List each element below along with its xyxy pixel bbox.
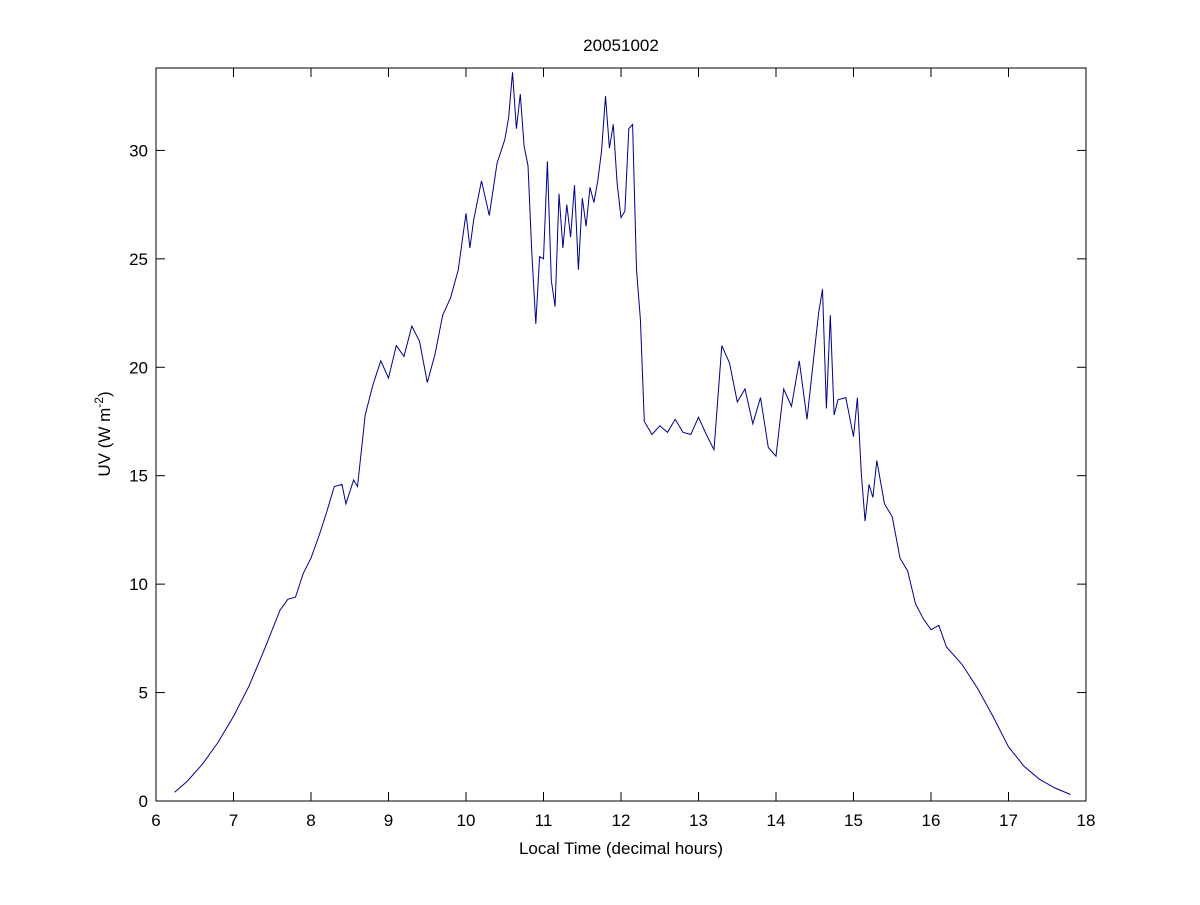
plot-area [155, 67, 1087, 802]
y-tick-label: 25 [129, 250, 148, 269]
x-tick-label: 7 [229, 811, 238, 830]
y-axis-label: UV (W m-2) [92, 391, 114, 476]
x-axis-label: Local Time (decimal hours) [519, 839, 723, 858]
y-axis-label-superscript: -2 [92, 397, 106, 408]
x-tick-label: 15 [844, 811, 863, 830]
axis-ticks: 6 7 8 9 10 11 12 13 14 15 16 17 18 0 5 10 15 20 25 30 [129, 68, 1095, 830]
x-tick-label: 10 [457, 811, 476, 830]
y-tick-label: 10 [129, 575, 148, 594]
x-tick-label: 17 [999, 811, 1018, 830]
y-axis-label-main: UV (W m [95, 408, 114, 477]
x-tick-label: 8 [306, 811, 315, 830]
chart-title: 20051002 [583, 36, 659, 55]
x-tick-label: 16 [922, 811, 941, 830]
y-tick-label: 5 [139, 684, 148, 703]
y-tick-label: 20 [129, 358, 148, 377]
x-tick-label: 14 [767, 811, 786, 830]
x-tick-label: 11 [535, 811, 553, 830]
uv-series-line [174, 72, 1071, 795]
x-tick-label: 12 [612, 811, 631, 830]
x-tick-label: 9 [384, 811, 393, 830]
x-tick-label: 6 [151, 811, 160, 830]
x-tick-label: 13 [689, 811, 708, 830]
y-tick-label: 15 [129, 467, 148, 486]
y-tick-label: 0 [139, 792, 148, 811]
y-axis-label-close: ) [95, 391, 114, 397]
y-tick-label: 30 [129, 141, 148, 160]
x-tick-label: 18 [1077, 811, 1096, 830]
